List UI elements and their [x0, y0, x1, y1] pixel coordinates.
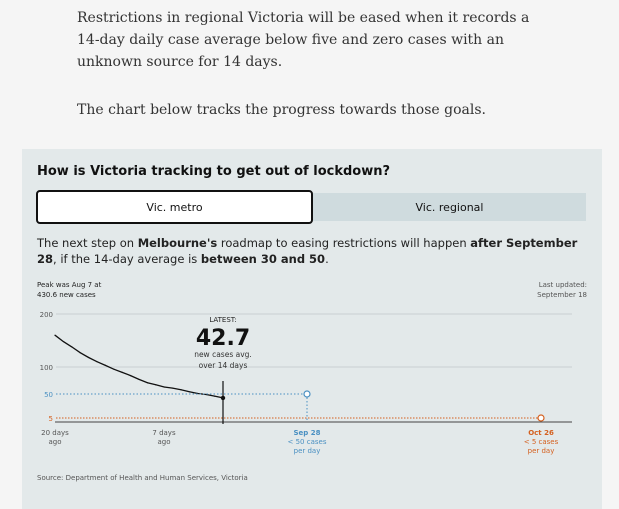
peak-line-1: Peak was Aug 7 at	[37, 281, 102, 289]
peak-line-2: 430.6 new cases	[37, 291, 96, 299]
lockdown-tracker-widget: How is Victoria tracking to get out of l…	[22, 149, 602, 509]
data-point	[172, 387, 174, 389]
data-point	[113, 368, 115, 370]
tab-vic-regional[interactable]: Vic. regional	[313, 193, 586, 221]
roadmap-bold: Melbourne's	[137, 236, 218, 250]
x-tick-label: 20 days	[41, 429, 69, 437]
target-condition-label: < 5 cases	[524, 438, 559, 446]
data-point	[62, 340, 64, 343]
y-tick-label: 5	[49, 415, 53, 423]
x-tick-label: ago	[157, 438, 170, 446]
target-date-label: Sep 28	[294, 429, 321, 437]
last-updated-label: Last updated:	[538, 281, 587, 289]
last-updated-date: September 18	[537, 291, 587, 299]
latest-label: LATEST:	[209, 316, 236, 324]
data-point	[71, 346, 73, 348]
roadmap-description: The next step on Melbourne's roadmap to …	[37, 235, 592, 267]
latest-value: 42.7	[196, 326, 250, 351]
data-point	[180, 389, 182, 391]
x-tick-label: 7 days	[152, 429, 176, 437]
data-point	[88, 356, 90, 359]
latest-caption-1: new cases avg.	[194, 350, 252, 359]
roadmap-text: roadmap to easing restrictions will happ…	[217, 236, 471, 250]
data-point	[205, 393, 207, 396]
article-paragraph-restrictions: Restrictions in regional Victoria will b…	[77, 10, 530, 70]
data-point	[214, 395, 216, 397]
widget-title: How is Victoria tracking to get out of l…	[37, 164, 391, 179]
latest-caption-2: over 14 days	[199, 361, 248, 370]
tab-vic-metro[interactable]: Vic. metro	[36, 190, 313, 224]
data-point	[188, 391, 190, 393]
roadmap-bold: after September 28	[37, 236, 578, 266]
target-5-marker	[537, 414, 545, 422]
roadmap-bold: between 30 and 50	[200, 252, 326, 266]
roadmap-text: The next step on	[37, 236, 138, 250]
data-point	[155, 384, 157, 386]
target-condition-label: < 50 cases	[288, 438, 327, 446]
target-condition-label: per day	[294, 447, 321, 455]
x-tick-label: ago	[48, 438, 61, 446]
y-tick-label: 200	[40, 311, 53, 319]
data-point	[138, 378, 140, 381]
data-point	[130, 375, 132, 377]
data-point	[146, 382, 148, 384]
source-note: Source: Department of Health and Human S…	[37, 474, 248, 482]
data-point	[121, 371, 123, 373]
target-condition-label: per day	[528, 447, 555, 455]
target-50-marker	[303, 390, 311, 398]
data-point	[163, 386, 165, 388]
roadmap-text: , if the 14-day average is	[53, 252, 201, 266]
data-point	[96, 361, 98, 363]
last-updated-note: Last updated: September 18	[537, 280, 587, 300]
data-point	[54, 334, 56, 336]
data-point	[104, 364, 106, 367]
y-tick-label: 100	[40, 364, 53, 372]
roadmap-text: .	[325, 252, 329, 266]
chart-grid: 200 100 50 5	[40, 311, 572, 423]
data-point	[79, 352, 81, 354]
target-date-label: Oct 26	[528, 429, 554, 437]
y-tick-label: 50	[44, 391, 53, 399]
peak-note: Peak was Aug 7 at 430.6 new cases	[37, 280, 101, 300]
article-paragraph-chart-intro: The chart below tracks the progress towa…	[77, 102, 487, 118]
region-tabs: Vic. metro Vic. regional	[36, 190, 586, 224]
